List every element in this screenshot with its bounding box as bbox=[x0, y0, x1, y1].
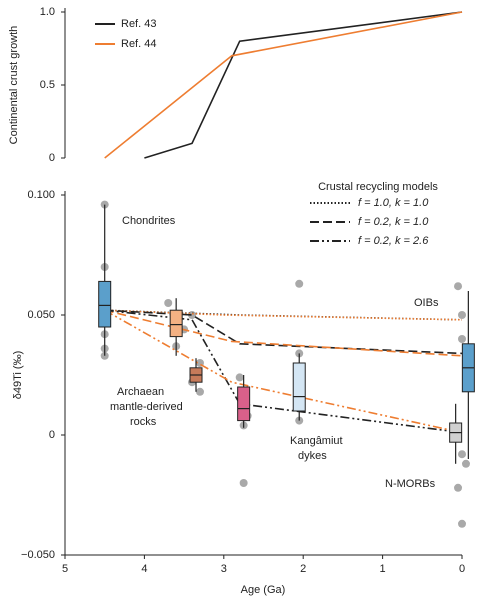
annotation: rocks bbox=[130, 416, 157, 428]
legend-label: f = 0.2, k = 1.0 bbox=[358, 216, 429, 228]
x-tick-label: 0 bbox=[459, 563, 465, 575]
model-line bbox=[104, 309, 463, 434]
line bbox=[104, 11, 463, 159]
annotation: OIBs bbox=[414, 297, 439, 309]
x-tick-label: 2 bbox=[300, 563, 306, 575]
box bbox=[237, 386, 251, 422]
point bbox=[454, 483, 463, 492]
legend-label: Ref. 44 bbox=[121, 38, 156, 50]
y-tick-label: 0 bbox=[49, 429, 55, 441]
y-tick-label: 1.0 bbox=[40, 6, 55, 18]
y-tick-label: −0.050 bbox=[21, 549, 55, 561]
x-tick-label: 3 bbox=[221, 563, 227, 575]
annotation: dykes bbox=[298, 450, 327, 462]
annotation: Archaean bbox=[117, 386, 164, 398]
x-tick-label: 5 bbox=[62, 563, 68, 575]
x-tick-label: 4 bbox=[141, 563, 147, 575]
point bbox=[164, 299, 173, 307]
annotation: Kangâmiut bbox=[290, 435, 343, 447]
point bbox=[458, 450, 466, 459]
annotation: Chondrites bbox=[122, 215, 176, 227]
y-axis-title: δ49Ti (‰) bbox=[12, 351, 24, 400]
point bbox=[458, 519, 466, 528]
line bbox=[144, 11, 463, 159]
legend-label: f = 1.0, k = 1.0 bbox=[358, 197, 429, 209]
x-tick-label: 1 bbox=[380, 563, 386, 575]
box bbox=[169, 309, 183, 338]
x-axis-title: Age (Ga) bbox=[241, 584, 286, 596]
y-tick-label: 0.100 bbox=[27, 189, 55, 201]
box bbox=[98, 280, 112, 328]
point bbox=[239, 479, 248, 487]
annotation: mantle-derived bbox=[110, 401, 183, 413]
model-line bbox=[104, 309, 463, 321]
y-tick-label: 0.5 bbox=[40, 79, 55, 91]
legend-title: Crustal recycling models bbox=[318, 181, 438, 193]
model-line bbox=[104, 309, 463, 434]
annotation: N-MORBs bbox=[385, 478, 436, 490]
point bbox=[195, 387, 204, 396]
y-axis-title: Continental crust growth bbox=[8, 26, 20, 145]
point bbox=[295, 279, 304, 288]
box bbox=[292, 362, 306, 412]
point bbox=[458, 335, 466, 343]
point bbox=[235, 373, 244, 382]
legend-label: Ref. 43 bbox=[121, 18, 156, 30]
model-line bbox=[104, 309, 463, 357]
legend-label: f = 0.2, k = 2.6 bbox=[358, 235, 429, 247]
y-tick-label: 0.050 bbox=[27, 309, 55, 321]
point bbox=[454, 282, 463, 291]
point bbox=[458, 311, 466, 319]
y-tick-label: 0 bbox=[49, 152, 55, 164]
point bbox=[461, 459, 470, 468]
